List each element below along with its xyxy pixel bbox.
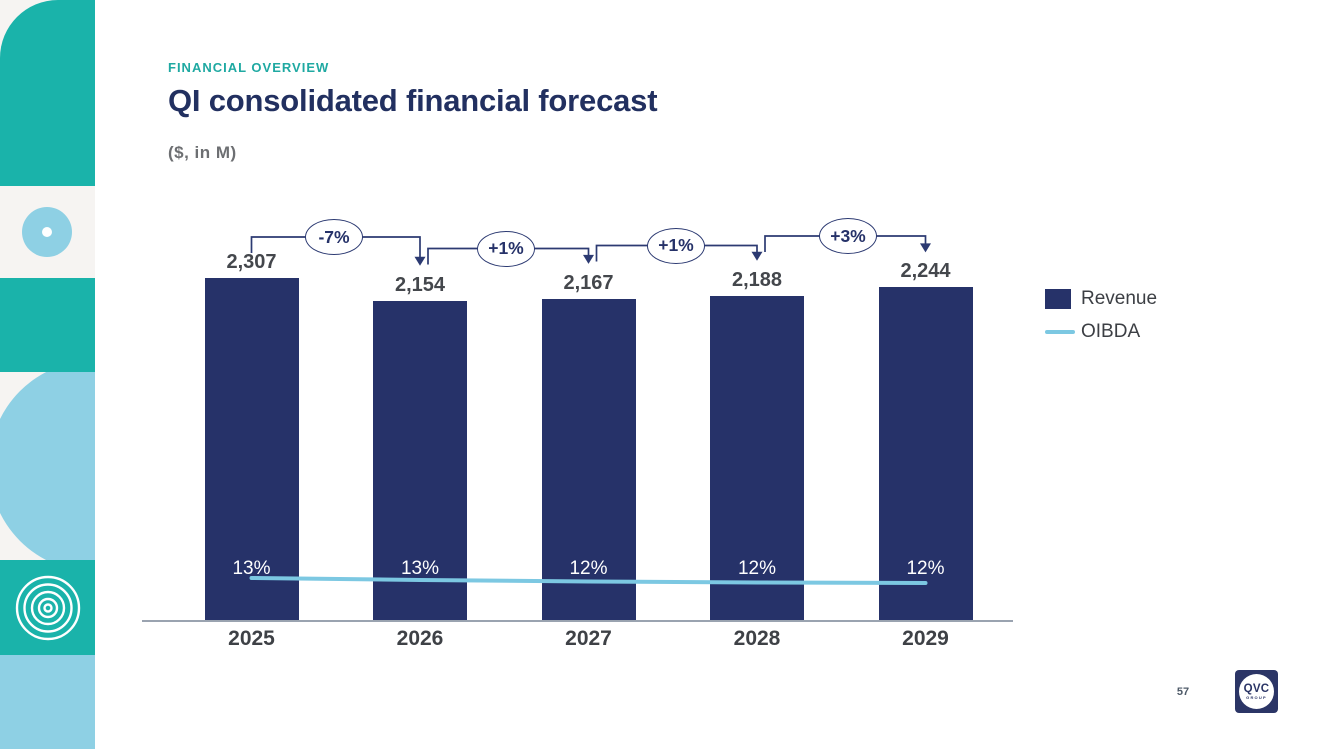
revenue-bar-2025 xyxy=(204,278,299,621)
oibda-margin-label: 13% xyxy=(232,558,271,579)
revenue-bar-2029 xyxy=(878,287,973,621)
logo-subtext: GROUP xyxy=(1246,694,1267,700)
growth-badge: +1% xyxy=(647,227,705,264)
chart-legend: Revenue OIBDA xyxy=(1045,288,1157,354)
section-eyebrow: FINANCIAL OVERVIEW xyxy=(168,60,330,75)
oibda-margin-label: 13% xyxy=(400,558,440,579)
sidebar-half-circle xyxy=(0,360,95,572)
oibda-margin-label: 12% xyxy=(569,558,608,579)
decorative-sidebar xyxy=(0,0,95,749)
arrowhead-icon xyxy=(414,256,426,266)
legend-label-oibda: OIBDA xyxy=(1081,321,1141,342)
logo-circle: QVC GROUP xyxy=(1239,674,1274,709)
revenue-bar-2026 xyxy=(373,300,467,621)
bar-value-label: 2,188 xyxy=(731,268,783,291)
sidebar-dot-circle-icon xyxy=(22,207,72,257)
legend-item-revenue: Revenue xyxy=(1045,288,1157,310)
revenue-bar-2028 xyxy=(710,295,804,621)
growth-badge: +3% xyxy=(819,218,877,254)
oibda-margin-label: 12% xyxy=(737,558,777,579)
legend-label-revenue: Revenue xyxy=(1081,288,1158,309)
arrowhead-icon xyxy=(751,251,763,261)
axis-label-2028: 2028 xyxy=(733,627,781,650)
logo-text: QVC xyxy=(1243,682,1270,695)
legend-item-oibda: OIBDA xyxy=(1045,321,1157,343)
page-number: 57 xyxy=(1176,686,1190,698)
sidebar-dot xyxy=(42,227,52,237)
bar-value-label: 2,154 xyxy=(394,273,446,296)
sidebar-bottom-rect xyxy=(0,655,95,749)
bar-value-label: 2,244 xyxy=(900,260,951,283)
bar-value-label: 2,167 xyxy=(563,271,614,294)
growth-badge: -7% xyxy=(305,219,363,255)
concentric-circles-icon xyxy=(15,575,80,640)
revenue-swatch xyxy=(1045,289,1071,309)
axis-label-2027: 2027 xyxy=(565,627,612,650)
units-label: ($, in M) xyxy=(168,143,237,162)
bar-value-label: 2,307 xyxy=(226,251,277,273)
arrowhead-icon xyxy=(583,254,594,264)
arrowhead-icon xyxy=(920,243,931,253)
growth-badge: +1% xyxy=(477,230,535,267)
revenue-forecast-chart: 2,307 13% 2025 2,154 13% 2026 2,167 12% 2027 2,18… xyxy=(140,210,1020,670)
qvc-group-logo: QVC GROUP xyxy=(1235,670,1278,713)
oibda-margin-label: 12% xyxy=(906,558,945,579)
axis-label-2025: 2025 xyxy=(228,627,275,650)
sidebar-target-block xyxy=(0,560,95,655)
sidebar-rounded-block xyxy=(0,0,95,186)
revenue-bar-2027 xyxy=(541,298,636,621)
oibda-swatch xyxy=(1045,330,1075,334)
axis-label-2029: 2029 xyxy=(902,627,949,650)
header: FINANCIAL OVERVIEW QI consolidated finan… xyxy=(168,60,658,163)
page-title: QI consolidated financial forecast xyxy=(168,83,658,118)
sidebar-teal-rect xyxy=(0,278,95,372)
axis-label-2026: 2026 xyxy=(396,627,444,650)
